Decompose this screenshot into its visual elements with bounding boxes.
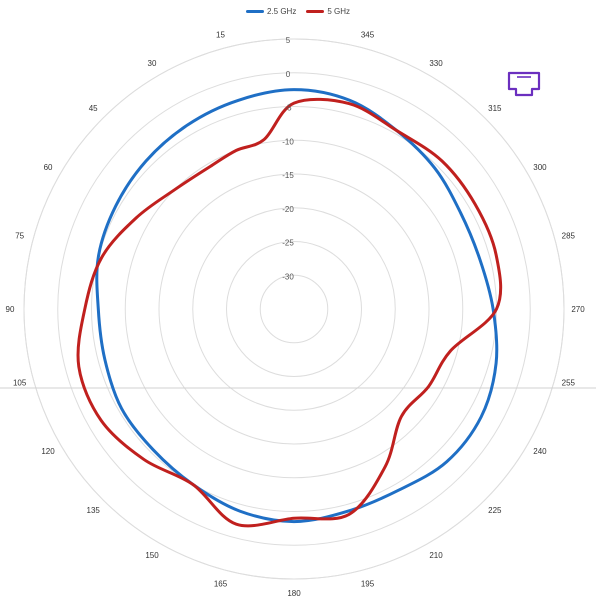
- radial-tick-label-5: -20: [282, 205, 294, 214]
- angle-label-165: 165: [214, 579, 228, 588]
- legend-swatch-5ghz: [306, 9, 325, 13]
- angle-label-330: 330: [429, 59, 443, 68]
- angle-label-225: 225: [488, 506, 502, 515]
- series-line-0: [95, 88, 499, 524]
- grid-ring-3: [124, 139, 464, 479]
- angle-label-210: 210: [429, 551, 443, 560]
- radial-tick-label-2: -5: [284, 104, 292, 113]
- polar-grid: [0, 38, 596, 580]
- radial-tick-label-6: -25: [282, 239, 294, 248]
- label-group: 5 0 -5 -10 -15 -20 -25 -30 345 330 315 300 285 270 255…: [6, 31, 586, 598]
- angle-label-120: 120: [41, 447, 55, 456]
- grid-ring-0: [23, 38, 565, 580]
- angle-label-15: 15: [216, 31, 225, 40]
- angle-label-300: 300: [533, 163, 547, 172]
- angle-label-345: 345: [361, 31, 375, 40]
- angle-label-105: 105: [13, 379, 27, 388]
- angle-label-75: 75: [15, 231, 24, 240]
- grid-ring-5: [192, 207, 396, 411]
- ethernet-port-icon: [507, 71, 541, 97]
- radial-tick-label-3: -10: [282, 137, 294, 146]
- angle-label-60: 60: [44, 163, 53, 172]
- grid-ring-7: [259, 274, 329, 344]
- angle-label-30: 30: [148, 59, 157, 68]
- angle-label-150: 150: [145, 551, 159, 560]
- angle-label-270: 270: [571, 305, 585, 314]
- radial-tick-label-4: -15: [282, 171, 294, 180]
- radial-tick-label-1: 0: [286, 70, 291, 79]
- series-group: [76, 88, 503, 528]
- series-line-1: [76, 97, 503, 528]
- legend: 2.5 GHz 5 GHz: [0, 4, 596, 18]
- legend-label-5ghz: 5 GHz: [327, 6, 350, 16]
- grid-ring-1: [57, 72, 531, 546]
- legend-item-5ghz[interactable]: 5 GHz: [306, 4, 350, 18]
- legend-item-2-5ghz[interactable]: 2.5 GHz: [245, 4, 297, 18]
- angle-label-135: 135: [87, 506, 101, 515]
- legend-label-2-5ghz: 2.5 GHz: [266, 6, 297, 16]
- grid-ring-6: [226, 241, 362, 377]
- radial-tick-label-0: 5: [286, 36, 291, 45]
- angle-label-90: 90: [6, 305, 15, 314]
- grid-ring-4: [158, 173, 430, 445]
- grid-ring-outer: [23, 38, 565, 580]
- angle-label-180: 180: [287, 589, 301, 598]
- angle-label-45: 45: [89, 104, 98, 113]
- angle-label-255: 255: [562, 379, 576, 388]
- angle-label-315: 315: [488, 104, 502, 113]
- angle-label-195: 195: [361, 579, 375, 588]
- angle-label-285: 285: [562, 231, 576, 240]
- legend-swatch-2-5ghz: [245, 9, 264, 13]
- radial-tick-label-7: -30: [282, 272, 294, 281]
- angle-label-240: 240: [533, 447, 547, 456]
